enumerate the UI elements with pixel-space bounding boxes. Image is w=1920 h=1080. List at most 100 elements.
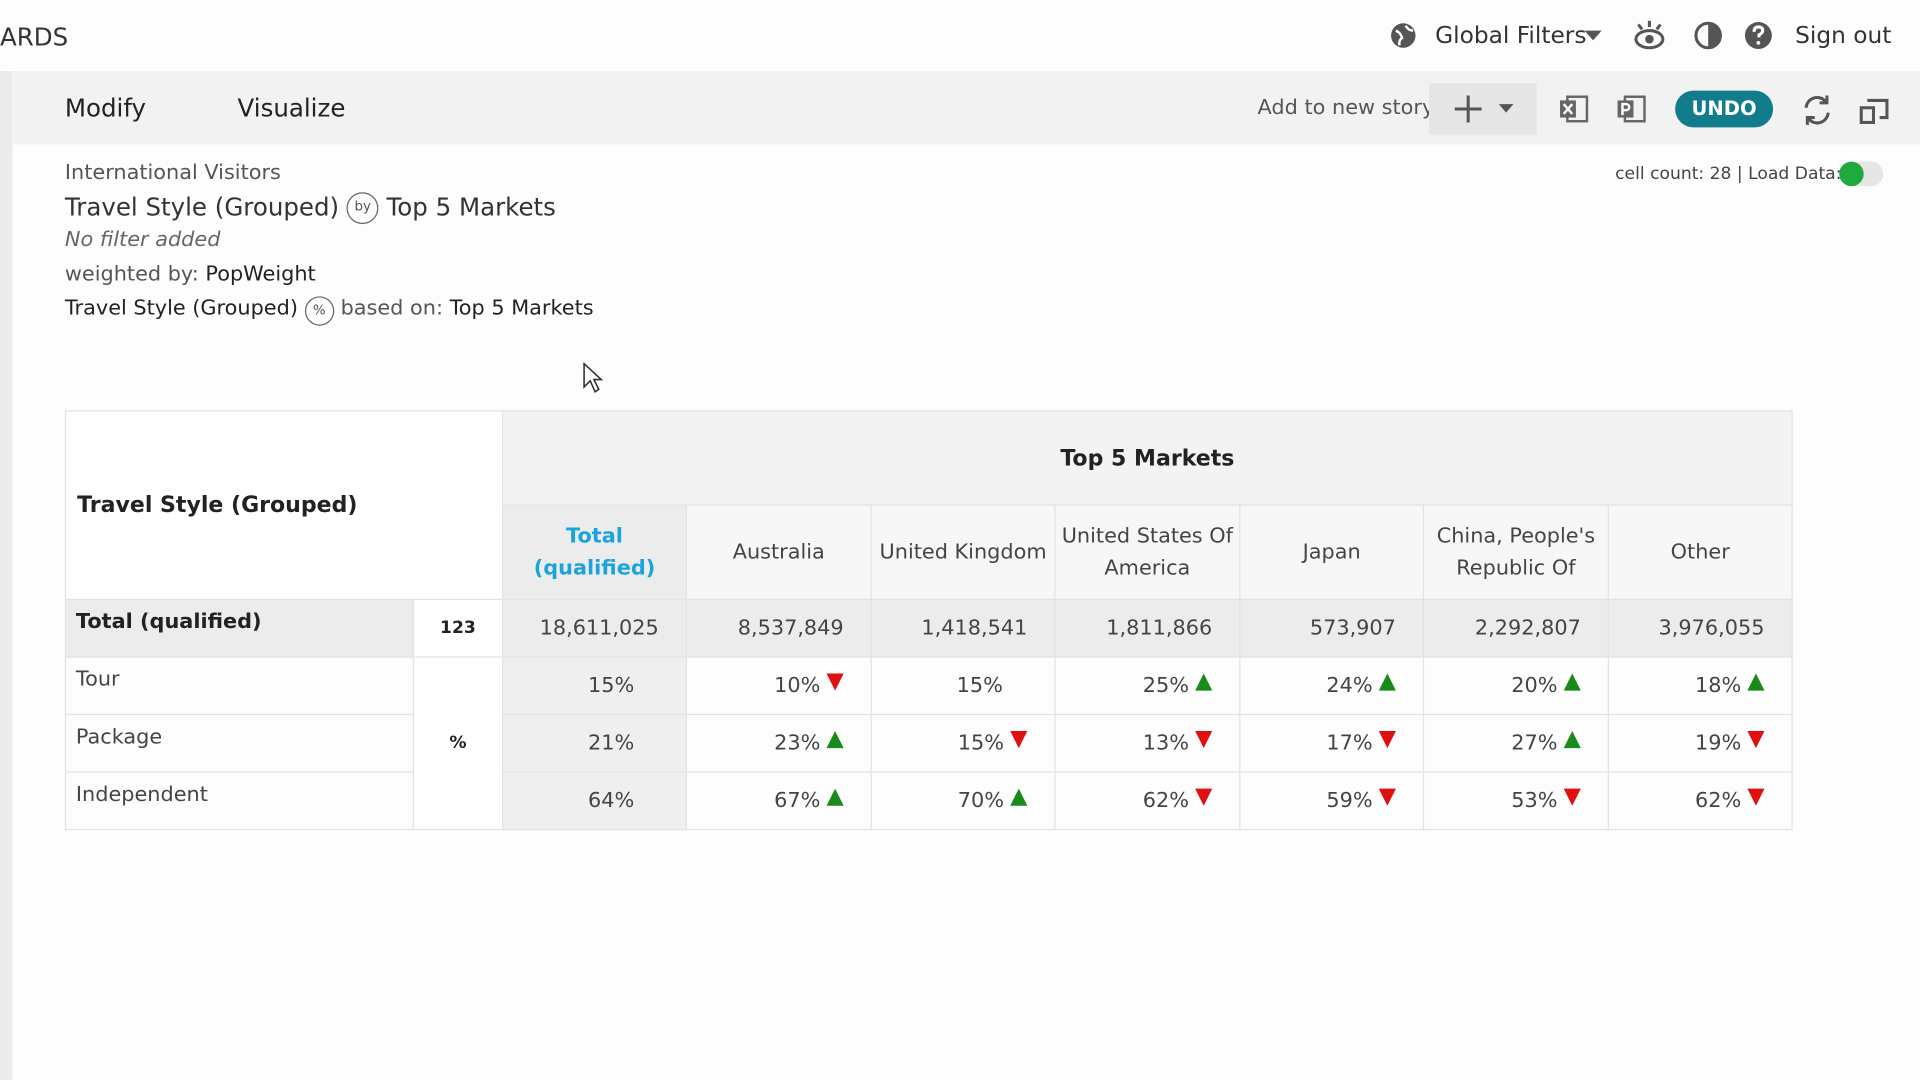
contrast-icon[interactable] xyxy=(1693,21,1722,50)
value-cell: 62% xyxy=(1054,771,1241,831)
value-cell: 62% xyxy=(1607,771,1793,831)
refresh-icon[interactable] xyxy=(1800,93,1834,127)
value-cell: 53% xyxy=(1422,771,1609,831)
column-row: Total (qualified) Australia United Kingdom… xyxy=(66,504,1793,601)
row-label: Independent xyxy=(64,771,414,831)
weighted-label: weighted by: xyxy=(64,262,199,287)
based-label: based on: xyxy=(340,296,443,321)
crosstab: Travel Style (Grouped) Top 5 Markets Total… xyxy=(64,410,1793,831)
trend-up xyxy=(1747,673,1765,691)
total-cell: 18,611,025 xyxy=(502,598,687,658)
trend-down xyxy=(1747,788,1765,806)
header-row: Travel Style (Grouped) Top 5 Markets xyxy=(64,410,1793,601)
column-header: United States Of America xyxy=(1054,504,1241,601)
value-text: 62% xyxy=(1694,788,1742,814)
globe-icon[interactable] xyxy=(1389,21,1418,50)
value-text: 67% xyxy=(774,788,821,814)
ppt-icon[interactable] xyxy=(1615,93,1647,125)
value-text: 17% xyxy=(1326,731,1373,756)
value-cell: 24% xyxy=(1239,656,1425,716)
weighted: weighted by: PopWeight xyxy=(65,262,316,286)
value-cell: 64% xyxy=(502,771,687,831)
value-text: 23% xyxy=(774,731,821,756)
load-data: Load Data: xyxy=(1748,164,1842,184)
value-text: 19% xyxy=(1694,731,1742,756)
title-left: Travel Style (Grouped) xyxy=(64,192,340,222)
value-text: 21% xyxy=(588,731,635,756)
trend-up xyxy=(1378,673,1396,691)
column-header: Total (qualified) xyxy=(502,504,687,601)
trend-down xyxy=(1010,731,1028,749)
value-text: 18% xyxy=(1694,673,1742,698)
value-text: 15% xyxy=(588,673,635,698)
row-label: Tour xyxy=(64,656,414,716)
value-text: 25% xyxy=(1142,673,1189,698)
trend-up xyxy=(1195,673,1213,691)
help-icon[interactable] xyxy=(1744,21,1773,50)
column-header: Japan xyxy=(1239,504,1425,601)
side-strip xyxy=(0,71,13,1080)
dropdown-icon[interactable] xyxy=(1583,29,1603,41)
value-text: 10% xyxy=(774,673,821,698)
value-cell: 13% xyxy=(1054,713,1241,773)
tab-visualize[interactable]: Visualize xyxy=(237,93,346,123)
trend-down xyxy=(1378,788,1396,806)
column-header: Australia xyxy=(685,504,872,601)
global-filters[interactable]: Global Filters xyxy=(1435,22,1587,49)
weighted-value: PopWeight xyxy=(205,262,316,287)
sign-out[interactable]: Sign out xyxy=(1795,22,1892,49)
data-row: Independent 64% 67% 70% 62% 59% 53% 62% xyxy=(64,771,1793,831)
row-label: Package xyxy=(64,713,414,773)
value-text: 62% xyxy=(1142,788,1189,814)
trend-up xyxy=(1010,788,1028,806)
data-row: Tour% 15% 10% 15% 25% 24% 20% 18% xyxy=(64,656,1793,831)
value-cell: 70% xyxy=(870,771,1056,831)
eye-icon[interactable] xyxy=(1632,18,1666,52)
value-cell: 27% xyxy=(1422,713,1609,773)
value-text: 20% xyxy=(1511,673,1558,698)
trend-down xyxy=(1747,731,1765,749)
total-cell: 8,537,849 xyxy=(685,598,872,658)
pct-left: Travel Style (Grouped) xyxy=(64,296,298,321)
add-button[interactable] xyxy=(1428,83,1537,135)
row-header: Travel Style (Grouped) xyxy=(64,410,504,601)
cursor xyxy=(583,362,604,394)
trend-down xyxy=(1195,788,1213,806)
cell-info: cell count: 28 | Load Data: xyxy=(1615,164,1842,184)
value-cell: 59% xyxy=(1239,771,1425,831)
value-cell: 17% xyxy=(1239,713,1425,773)
trend-down xyxy=(1563,788,1581,806)
trend-up xyxy=(826,731,844,749)
by-icon: by xyxy=(346,192,379,225)
tab-modify[interactable]: Modify xyxy=(64,93,147,123)
value-cell: 10% xyxy=(685,656,872,716)
data-row: Package 21% 23% 15% 13% 17% 27% 19% xyxy=(64,713,1793,773)
add-to-story[interactable]: Add to new story xyxy=(1257,95,1435,121)
value-cell: 67% xyxy=(685,771,872,831)
present-icon[interactable] xyxy=(1858,93,1892,127)
value-text: 59% xyxy=(1326,788,1373,814)
title-right: Top 5 Markets xyxy=(386,192,556,222)
load-toggle[interactable] xyxy=(1839,161,1884,187)
trend-down xyxy=(1378,731,1396,749)
value-text: 13% xyxy=(1142,731,1189,756)
value-text: 64% xyxy=(588,788,635,814)
column-group: Top 5 Markets xyxy=(502,410,1793,506)
based-value: Top 5 Markets xyxy=(449,296,594,321)
title: Travel Style (Grouped) by Top 5 Markets xyxy=(64,192,556,225)
percent-base: Travel Style (Grouped) % based on: Top 5… xyxy=(64,296,594,326)
trend-up xyxy=(1563,731,1581,749)
value-text: 27% xyxy=(1511,731,1558,756)
total-cell: 3,976,055 xyxy=(1607,598,1793,658)
value-text: 15% xyxy=(957,731,1005,756)
value-cell: 15% xyxy=(870,713,1056,773)
total-row: Total (qualified) 123 18,611,025 8,537,849 1… xyxy=(64,598,1793,658)
value-cell: 15% xyxy=(502,656,687,716)
total-cell: 2,292,807 xyxy=(1422,598,1609,658)
value-cell: 18% xyxy=(1607,656,1793,716)
cell-count: cell count: 28 xyxy=(1615,164,1732,184)
total-cell: 1,418,541 xyxy=(870,598,1056,658)
value-cell: 15% xyxy=(870,656,1056,716)
excel-icon[interactable] xyxy=(1558,93,1590,125)
undo-button[interactable]: UNDO xyxy=(1675,90,1774,128)
